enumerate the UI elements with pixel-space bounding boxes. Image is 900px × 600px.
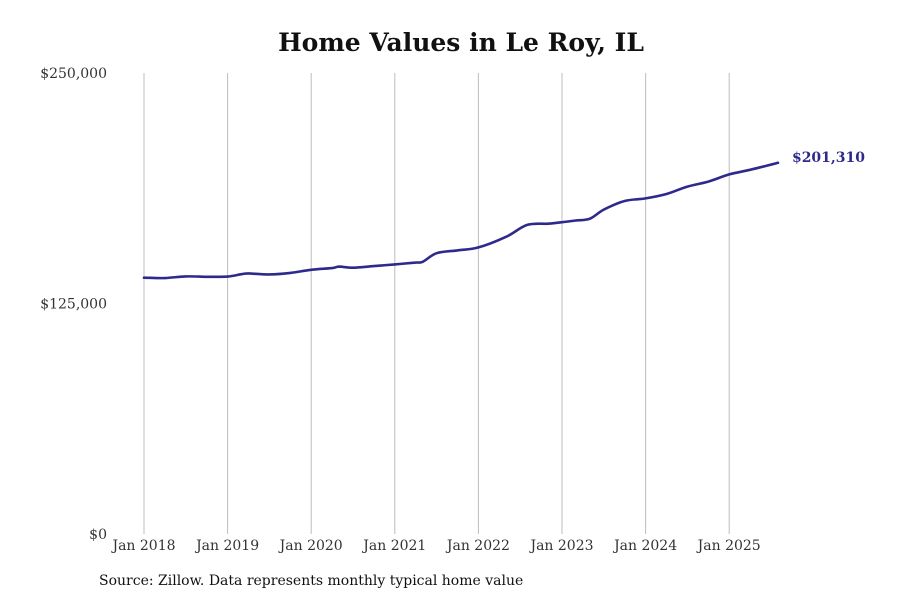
y-tick-label: $250,000 xyxy=(40,66,107,82)
series-layer: $201,310 xyxy=(142,150,865,280)
y-axis-tick-labels: $0 $125,000 $250,000 xyxy=(40,66,107,543)
y-tick-label: $125,000 xyxy=(40,297,107,313)
x-tick-label: Jan 2024 xyxy=(612,538,677,554)
x-tick-label: Jan 2022 xyxy=(445,538,510,554)
x-tick-label: Jan 2021 xyxy=(361,538,426,554)
x-tick-label: Jan 2018 xyxy=(110,538,175,554)
chart-title: Home Values in Le Roy, IL xyxy=(278,28,644,57)
series-line xyxy=(142,161,780,280)
x-axis-tick-labels: Jan 2018 Jan 2019 Jan 2020 Jan 2021 Jan 2022… xyxy=(110,538,760,554)
x-tick-label: Jan 2020 xyxy=(278,538,343,554)
x-tick-label: Jan 2023 xyxy=(528,538,593,554)
y-tick-label: $0 xyxy=(89,527,107,543)
x-gridlines xyxy=(143,73,730,534)
x-tick-label: Jan 2025 xyxy=(696,538,761,554)
source-note: Source: Zillow. Data represents monthly … xyxy=(99,573,524,589)
x-tick-label: Jan 2019 xyxy=(194,538,259,554)
end-value-label: $201,310 xyxy=(792,150,865,166)
